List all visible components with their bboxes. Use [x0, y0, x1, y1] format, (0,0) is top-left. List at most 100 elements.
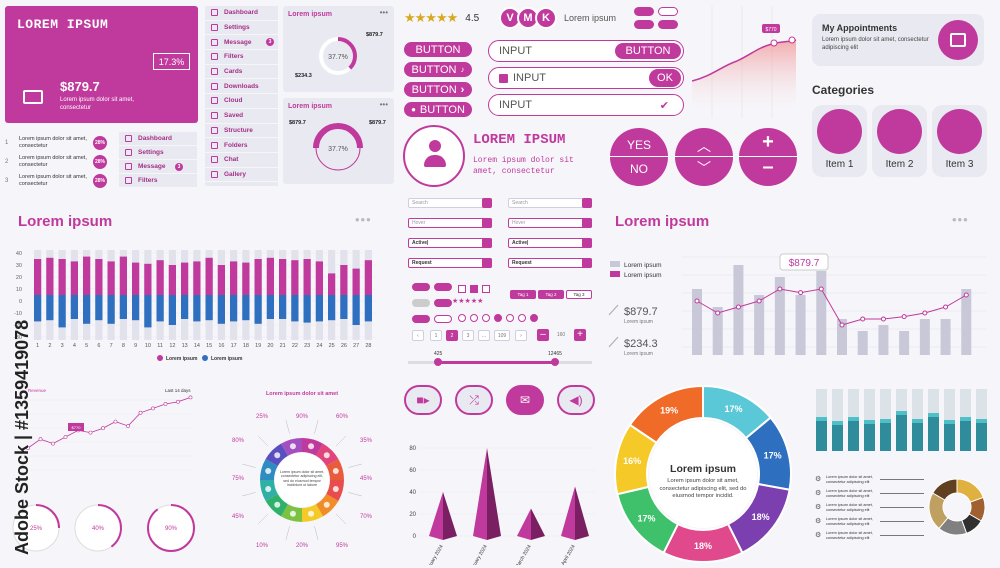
shuffle-button[interactable]: ⤮	[455, 385, 493, 415]
video-button[interactable]: ■▸	[404, 385, 442, 415]
radio-button[interactable]	[470, 314, 478, 322]
sidebar-item-0[interactable]: Dashboard	[205, 6, 278, 21]
radio-button[interactable]	[494, 314, 502, 322]
mail-button[interactable]: ✉	[506, 385, 544, 415]
search-icon[interactable]	[482, 258, 492, 268]
sidebar-item-6[interactable]: Cloud	[205, 94, 278, 109]
toggle-switch[interactable]	[434, 283, 452, 291]
more-icon[interactable]: •••	[355, 212, 372, 227]
radio-button[interactable]	[482, 314, 490, 322]
sidebar-item-7[interactable]: Saved	[205, 109, 278, 124]
search-icon[interactable]	[482, 198, 492, 208]
hover-field[interactable]: Hover	[408, 218, 492, 228]
small-menu-item-2[interactable]: Message 3	[119, 160, 197, 174]
page-button[interactable]: 109	[494, 330, 510, 341]
tag-chip[interactable]: Tag 3	[566, 290, 592, 299]
page-button[interactable]: 3	[462, 330, 474, 341]
page-next[interactable]: ›	[515, 330, 527, 341]
toggle-switch[interactable]	[412, 283, 430, 291]
range-track[interactable]	[436, 361, 556, 364]
search-icon[interactable]	[582, 238, 592, 248]
no-button[interactable]: NO	[610, 162, 668, 176]
ok-button[interactable]: OK	[649, 69, 681, 87]
radio-button[interactable]	[506, 314, 514, 322]
sidebar-item-11[interactable]: Gallery	[205, 168, 278, 183]
yes-button[interactable]: YES	[610, 138, 668, 152]
toggle-switch[interactable]	[412, 315, 430, 323]
page-button[interactable]: ...	[478, 330, 490, 341]
active-field[interactable]: Active|	[408, 238, 492, 248]
page-prev[interactable]: ‹	[412, 330, 424, 341]
appointments-card[interactable]: My Appointments Lorem ipsum dolor sit am…	[812, 14, 984, 66]
plus-icon[interactable]: +	[739, 131, 797, 154]
search-icon[interactable]	[482, 218, 492, 228]
search-icon[interactable]	[582, 258, 592, 268]
search-icon[interactable]	[582, 218, 592, 228]
checkbox[interactable]	[470, 285, 478, 293]
menu-icon	[211, 97, 218, 104]
category-item-1[interactable]: Item 1	[812, 105, 867, 177]
chevron-up-icon[interactable]: ︿	[675, 136, 733, 156]
input-with-button[interactable]: INPUT BUTTON	[488, 40, 684, 62]
up-down-control[interactable]: ︿ ﹀	[675, 128, 733, 186]
input-with-check[interactable]: INPUT ✔	[488, 94, 684, 116]
volume-button[interactable]: ◀)	[557, 385, 595, 415]
checkbox[interactable]	[482, 285, 490, 293]
sidebar-item-1[interactable]: Settings	[205, 21, 278, 36]
button-0[interactable]: BUTTON	[404, 42, 472, 57]
search-icon[interactable]	[482, 238, 492, 248]
plus-minus-control[interactable]: + –	[739, 128, 797, 186]
sidebar-item-8[interactable]: Structure	[205, 124, 278, 139]
small-menu-item-1[interactable]: Settings	[119, 146, 197, 160]
range-handle-max[interactable]	[551, 358, 559, 366]
more-icon[interactable]: •••	[952, 212, 969, 227]
page-button[interactable]: 2	[446, 330, 458, 341]
search-field[interactable]: Search	[508, 198, 592, 208]
category-item-3[interactable]: Item 3	[932, 105, 987, 177]
avatar-k[interactable]: K	[535, 7, 557, 29]
input-action-button[interactable]: BUTTON	[615, 43, 681, 59]
chevron-down-icon[interactable]: ﹀	[675, 158, 733, 178]
radio-button[interactable]	[530, 314, 538, 322]
toggle-switch[interactable]	[434, 315, 452, 323]
sidebar-item-2[interactable]: Message 3	[205, 35, 278, 50]
sidebar-item-3[interactable]: Filters	[205, 50, 278, 65]
minus-icon[interactable]: –	[739, 156, 797, 179]
button-3[interactable]: ● BUTTON	[404, 102, 472, 117]
page-button[interactable]: 1	[430, 330, 442, 341]
search-field[interactable]: Search	[408, 198, 492, 208]
toggle-switch[interactable]	[412, 299, 430, 307]
button-2[interactable]: BUTTON ›	[404, 82, 472, 97]
check-toggles[interactable]	[658, 7, 678, 29]
stars-icon[interactable]: ★★★★★	[452, 297, 483, 305]
checkbox[interactable]	[458, 285, 466, 293]
request-field[interactable]: Request	[508, 258, 592, 268]
stepper-value[interactable]: 160	[551, 329, 571, 341]
sidebar-item-9[interactable]: Folders	[205, 138, 278, 153]
small-menu-item-3[interactable]: Filters	[119, 174, 197, 188]
tag-chip[interactable]: Tag 1	[510, 290, 536, 299]
request-field[interactable]: Request	[408, 258, 492, 268]
rating[interactable]: ★★★★★ 4.5	[404, 10, 479, 26]
radio-button[interactable]	[518, 314, 526, 322]
plus-button[interactable]: +	[574, 329, 586, 341]
toggle-switch[interactable]	[434, 299, 452, 307]
range-handle-min[interactable]	[434, 358, 442, 366]
category-item-2[interactable]: Item 2	[872, 105, 927, 177]
image-icon[interactable]	[938, 20, 978, 60]
toggle-group[interactable]	[634, 7, 654, 29]
checkbox-icon[interactable]	[499, 74, 508, 83]
tag-chip[interactable]: Tag 2	[538, 290, 564, 299]
sidebar-item-5[interactable]: Downloads	[205, 79, 278, 94]
radio-button[interactable]	[458, 314, 466, 322]
sidebar-item-4[interactable]: Cards	[205, 65, 278, 80]
search-icon[interactable]	[582, 198, 592, 208]
input-with-checkbox[interactable]: INPUT OK	[488, 67, 684, 89]
sidebar-item-10[interactable]: Chat	[205, 153, 278, 168]
button-1[interactable]: BUTTON ♪	[404, 62, 472, 77]
yes-no-toggle[interactable]: YES NO	[610, 128, 668, 186]
minus-button[interactable]: –	[537, 329, 549, 341]
small-menu-item-0[interactable]: Dashboard	[119, 132, 197, 146]
active-field[interactable]: Active|	[508, 238, 592, 248]
hover-field[interactable]: Hover	[508, 218, 592, 228]
